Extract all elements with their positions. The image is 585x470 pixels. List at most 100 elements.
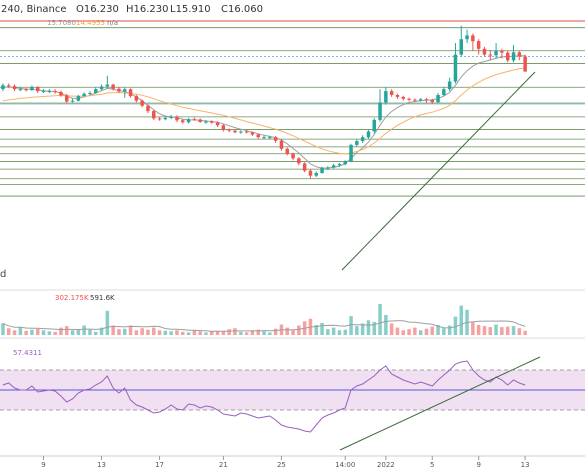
candle-body (436, 95, 440, 103)
volume-bar (105, 310, 110, 335)
candle-body (366, 131, 371, 138)
volume-bar (442, 328, 446, 335)
candle-body (181, 120, 185, 123)
x-tick-label: 2022 (377, 461, 395, 469)
candle-body (471, 35, 475, 42)
rsi-line (2, 360, 526, 433)
candle-body (117, 88, 121, 92)
candle-body (250, 132, 255, 135)
volume-bar (239, 331, 243, 335)
volume-ma-line (2, 320, 526, 332)
volume-bar (285, 327, 289, 335)
volume-bar (453, 316, 458, 335)
candle-body (134, 96, 139, 101)
volume-bar (436, 325, 440, 335)
volume-bar (250, 330, 255, 335)
candle-body (94, 89, 98, 93)
volume-bar (53, 331, 57, 335)
candle-body (215, 122, 220, 126)
volume-bar (146, 329, 150, 335)
candle-body (418, 99, 423, 101)
candle-body (12, 86, 17, 90)
candle-body (424, 99, 429, 101)
candle-body (221, 125, 226, 130)
x-tick-label: 13 (521, 461, 530, 469)
candle-body (511, 52, 516, 61)
volume-bar (70, 330, 75, 335)
volume-bar (360, 323, 365, 335)
volume-bar (99, 327, 104, 335)
x-tick-label: 25 (277, 461, 286, 469)
open-value: O16.230 (76, 4, 119, 15)
volume-bar (395, 327, 400, 335)
volume-bar (198, 331, 202, 335)
volume-bar (482, 326, 487, 335)
candle-body (1, 85, 5, 90)
volume-label-a: 302.175K (55, 294, 89, 302)
volume-bar (407, 329, 411, 335)
volume-bar (82, 325, 86, 335)
x-tick-label: 5 (430, 461, 434, 469)
volume-bar (181, 331, 185, 335)
candle-body (413, 99, 417, 101)
volume-bar (59, 327, 63, 335)
candle-body (459, 39, 463, 55)
volume-bar (418, 330, 423, 335)
volume-bar (111, 325, 115, 335)
candle-body (227, 129, 231, 131)
candle-body (506, 52, 510, 61)
candle-body (7, 85, 11, 87)
candle-body (476, 41, 481, 49)
volume-bar (297, 325, 301, 335)
volume-bar (517, 328, 522, 335)
candle-body (65, 95, 69, 102)
candle-body (192, 119, 197, 121)
ma-fast-value: 15.7080 (47, 19, 76, 27)
volume-bar (227, 329, 231, 335)
candle-body (337, 164, 342, 166)
volume-bar (459, 305, 463, 335)
volume-bar (366, 320, 371, 335)
x-tick-label: 21 (219, 461, 228, 469)
candle-body (111, 84, 115, 89)
moving-averages (2, 55, 526, 169)
candle-body (88, 93, 92, 94)
volume-bar (175, 330, 179, 335)
volume-bar (24, 330, 28, 335)
candle-body (99, 86, 104, 90)
candle-body (447, 81, 452, 90)
candle-body (430, 99, 434, 103)
candle-body (146, 105, 150, 112)
candle-body (395, 95, 400, 97)
candle-body (442, 89, 446, 95)
volume-bar (157, 330, 162, 335)
clipped-label: d (0, 269, 6, 280)
candle-body (465, 35, 469, 40)
volume-bar (500, 327, 504, 335)
candle-body (163, 118, 168, 120)
volume-bar (117, 329, 121, 335)
volume-bar (384, 315, 388, 335)
volume-bar (221, 331, 226, 335)
volume-bar (18, 327, 23, 335)
volume-bar (506, 326, 510, 335)
candle-body (123, 89, 127, 92)
volume-bar (1, 323, 5, 335)
volume-bar (233, 328, 237, 335)
candle-body (372, 119, 376, 132)
candle-body (302, 163, 307, 171)
volume-bar (291, 330, 295, 335)
candle-body (355, 141, 359, 145)
candle-body (30, 87, 34, 90)
volume-bar (134, 330, 139, 335)
volume-bar (88, 329, 92, 335)
volume-bar (320, 322, 324, 335)
candle-body (279, 140, 284, 149)
volume-bar (163, 330, 168, 335)
x-tick-label: 9 (41, 461, 45, 469)
candle-body (494, 50, 498, 56)
volume-bar (128, 325, 133, 335)
volume-bar (355, 326, 359, 335)
